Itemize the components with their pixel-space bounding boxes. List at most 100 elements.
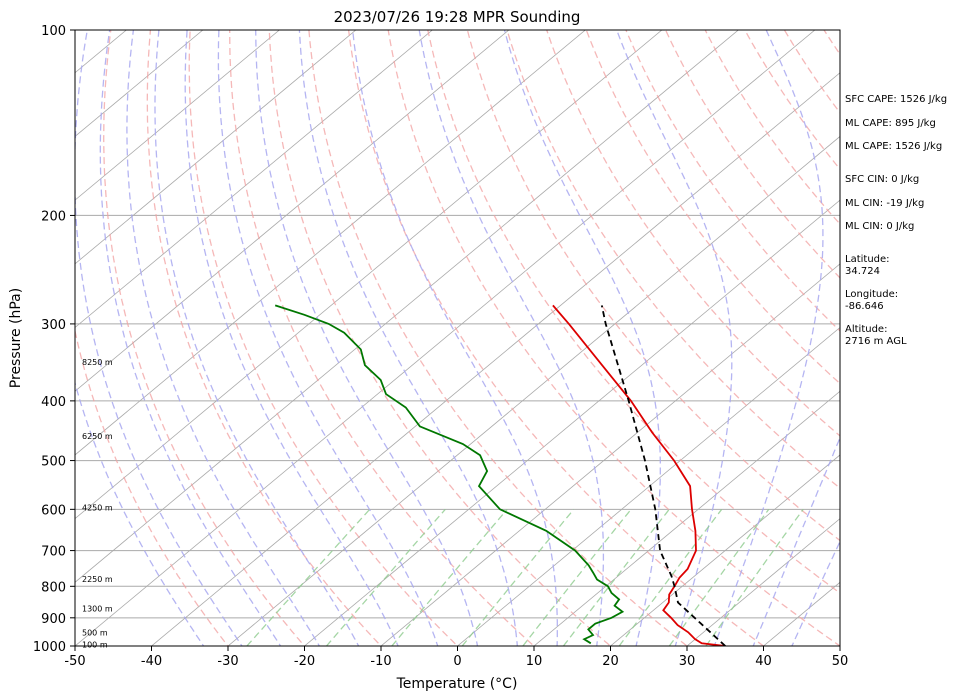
moist-adiabat-line (154, 30, 360, 646)
dry-adiabat-line (387, 30, 840, 646)
x-tick-label: -30 (217, 654, 238, 669)
isotherm-line (456, 327, 840, 646)
mixing-ratio-line (618, 508, 723, 646)
altitude-marker-label: 1300 m (82, 605, 113, 614)
moist-adiabat-line (713, 30, 824, 646)
x-tick-label: -10 (370, 654, 391, 669)
dry-adiabat-line (585, 30, 840, 385)
x-tick-label: 30 (679, 654, 696, 669)
dry-adiabat-line (506, 30, 840, 490)
x-tick-label: 10 (526, 654, 543, 669)
x-tick-label: -40 (141, 654, 162, 669)
isotherm-line (533, 390, 840, 646)
x-axis-label: Temperature (°C) (396, 676, 518, 692)
y-tick-label: 1000 (33, 640, 66, 655)
x-tick-label: 40 (755, 654, 772, 669)
dry-adiabat-line (103, 30, 306, 646)
plot-clip-group (75, 30, 840, 646)
info-panel-line: Latitude: (845, 254, 890, 265)
y-tick-label: 200 (41, 209, 66, 224)
moist-adiabat-line (616, 30, 733, 646)
moist-adiabat-line (184, 30, 399, 646)
x-tick-label: 20 (602, 654, 619, 669)
mixing-ratio-line (461, 508, 575, 646)
isotherm-line (75, 30, 663, 520)
y-tick-label: 400 (41, 395, 66, 410)
y-tick-label: 500 (41, 455, 66, 470)
info-panel-line: ML CAPE: 1526 J/kg (845, 141, 942, 152)
info-panel-line: ML CIN: -19 J/kg (845, 198, 924, 209)
y-tick-label: 700 (41, 545, 66, 560)
moist-adiabat-line (791, 540, 840, 646)
y-tick-label: 800 (41, 580, 66, 595)
moist-adiabat-line (126, 30, 321, 646)
chart-title: 2023/07/26 19:28 MPR Sounding (334, 8, 581, 26)
dry-adiabat-line (466, 30, 840, 542)
altitude-marker-label: 4250 m (82, 504, 113, 513)
moist-adiabat-line (75, 30, 243, 646)
info-panel-line: -86.646 (845, 301, 884, 312)
moist-adiabat-line (75, 380, 205, 646)
x-tick-label: 50 (832, 654, 849, 669)
isotherm-line (75, 30, 357, 265)
y-tick-label: 600 (41, 503, 66, 518)
y-tick-label: 900 (41, 612, 66, 627)
dry-adiabat-line (347, 30, 765, 646)
info-panel-line: SFC CAPE: 1526 J/kg (845, 94, 947, 105)
info-panel-line: 34.724 (845, 266, 880, 277)
mixing-ratio-line (391, 508, 508, 646)
moist-adiabat-line (255, 30, 479, 646)
isotherm-line (75, 30, 204, 137)
altitude-marker-label: 500 m (82, 628, 108, 637)
isotherm-line (75, 30, 739, 583)
altitude-marker-label: 100 m (82, 641, 108, 650)
isotherm-line (686, 518, 840, 646)
info-panel-line: SFC CIN: 0 J/kg (845, 174, 919, 185)
mixing-ratio-line (522, 508, 632, 646)
dry-adiabat-line (546, 30, 840, 437)
dewpoint-profile-line (274, 304, 625, 645)
mixing-ratio-line (326, 508, 446, 646)
moist-adiabat-line (99, 30, 282, 646)
dry-adiabat-line (146, 30, 382, 646)
isotherm-line (303, 199, 840, 646)
dry-adiabat-line (308, 30, 689, 646)
isotherm-line (150, 72, 840, 646)
isotherm-line (75, 30, 510, 392)
temperature-profile-line (552, 304, 726, 646)
info-panel: SFC CAPE: 1526 J/kg ML CAPE: 895 J/kg ML C… (845, 94, 947, 347)
x-tick-label: 0 (453, 654, 461, 669)
info-panel-line: Longitude: (845, 289, 898, 300)
dry-adiabat-line (229, 30, 535, 646)
isotherm-line (75, 30, 816, 646)
parcel-profile-line (600, 305, 726, 646)
isotherm-line (227, 135, 840, 646)
dry-adiabat-line (427, 30, 840, 594)
mixing-ratio-line (562, 508, 670, 646)
altitude-marker-label: 6250 m (82, 432, 113, 441)
x-tick-label: -20 (294, 654, 315, 669)
altitude-marker-label: 2250 m (82, 575, 113, 584)
info-panel-line: ML CAPE: 895 J/kg (845, 118, 936, 129)
mixing-ratio-line (705, 508, 804, 646)
isotherm-line (75, 30, 586, 456)
x-tick-label: -50 (64, 654, 85, 669)
isotherm-line (75, 30, 433, 329)
isotherm-line (609, 454, 840, 646)
info-panel-line: Altitude: (845, 324, 887, 335)
dry-adiabat-line (75, 328, 229, 646)
dry-adiabat-line (268, 30, 612, 646)
altitude-marker-label: 8250 m (82, 358, 113, 367)
moist-adiabat-line (217, 30, 439, 646)
mixing-ratio-line (246, 508, 371, 646)
y-tick-label: 100 (41, 24, 66, 39)
info-panel-line: ML CIN: 0 J/kg (845, 221, 914, 232)
isotherm-line (380, 263, 840, 646)
isotherm-line (75, 30, 280, 201)
moist-adiabat-line (418, 30, 605, 646)
moist-adiabat-line (298, 30, 518, 646)
info-panel-line: 2716 m AGL (845, 336, 907, 347)
y-tick-label: 300 (41, 318, 66, 333)
